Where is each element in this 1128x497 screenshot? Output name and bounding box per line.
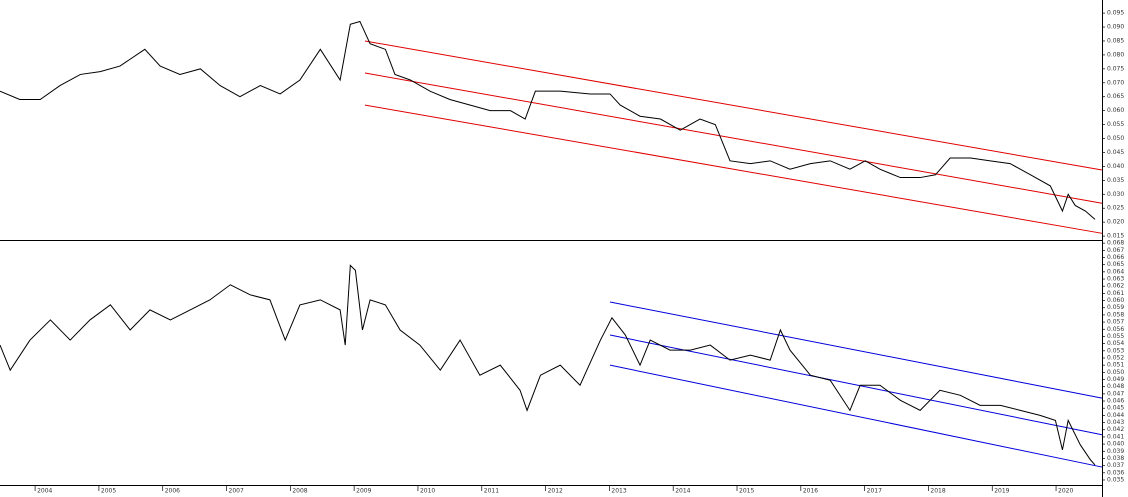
x-tick-label: 2019: [994, 488, 1009, 495]
x-tick-label: 2016: [803, 488, 818, 495]
y-tick-label: 0.063: [1107, 276, 1124, 283]
x-tick-label: 2008: [292, 488, 307, 495]
y-tick-label: 0.050: [1107, 135, 1124, 142]
y-tick-label: 0.068: [1107, 240, 1124, 247]
channel-line: [364, 40, 1103, 171]
y-tick-label: 0.041: [1107, 433, 1124, 440]
x-tick-label: 2015: [739, 488, 754, 495]
y-tick-label: 0.060: [1107, 107, 1124, 114]
x-tick-label: 2018: [930, 488, 945, 495]
x-tick-label: 2012: [548, 488, 563, 495]
y-tick-label: 0.039: [1107, 448, 1124, 455]
x-tick-label: 2010: [420, 488, 435, 495]
y-tick-label: 0.046: [1107, 398, 1124, 405]
y-tick-label: 0.043: [1107, 419, 1124, 426]
y-tick-label: 0.042: [1107, 426, 1124, 433]
y-tick-label: 0.047: [1107, 390, 1124, 397]
y-tick-label: 0.045: [1107, 405, 1124, 412]
y-tick-label: 0.075: [1107, 65, 1124, 72]
channel-line: [609, 334, 1103, 436]
y-tick-label: 0.035: [1107, 177, 1124, 184]
y-tick-label: 0.025: [1107, 205, 1124, 212]
price-line: [0, 20, 1096, 220]
y-tick-label: 0.058: [1107, 311, 1124, 318]
y-tick-label: 0.050: [1107, 369, 1124, 376]
x-tick-label: 2014: [675, 488, 690, 495]
y-tick-label: 0.040: [1107, 441, 1124, 448]
y-tick-label: 0.048: [1107, 383, 1124, 390]
y-tick-label: 0.044: [1107, 412, 1124, 419]
x-tick-label: 2011: [484, 488, 499, 495]
y-tick-label: 0.053: [1107, 347, 1124, 354]
y-tick-label: 0.038: [1107, 455, 1124, 462]
y-tick-label: 0.057: [1107, 319, 1124, 326]
y-tick-label: 0.067: [1107, 247, 1124, 254]
x-tick-label: 2005: [101, 488, 116, 495]
x-tick-label: 2020: [1058, 488, 1073, 495]
x-tick-label: 2007: [229, 488, 244, 495]
x-tick-label: 2009: [356, 488, 371, 495]
y-tick-label: 0.059: [1107, 304, 1124, 311]
y-tick-label: 0.061: [1107, 290, 1124, 297]
y-tick-label: 0.037: [1107, 462, 1124, 469]
y-tick-label: 0.055: [1107, 333, 1124, 340]
y-tick-label: 0.080: [1107, 51, 1124, 58]
price-line: [0, 264, 1096, 466]
y-tick-label: 0.051: [1107, 362, 1124, 369]
y-tick-label: 0.030: [1107, 191, 1124, 198]
y-tick-label: 0.020: [1107, 219, 1124, 226]
y-tick-label: 0.070: [1107, 79, 1124, 86]
y-tick-label: 0.055: [1107, 121, 1124, 128]
y-tick-label: 0.065: [1107, 261, 1124, 268]
y-tick-label: 0.040: [1107, 163, 1124, 170]
channel-line: [364, 72, 1103, 204]
y-tick-label: 0.066: [1107, 254, 1124, 261]
y-tick-label: 0.060: [1107, 297, 1124, 304]
x-tick-label: 2017: [867, 488, 882, 495]
y-tick-label: 0.035: [1107, 476, 1124, 483]
x-tick-label: 2013: [611, 488, 626, 495]
y-tick-label: 0.015: [1107, 233, 1124, 240]
channel-line: [609, 364, 1103, 468]
y-tick-label: 0.052: [1107, 354, 1124, 361]
y-tick-label: 0.095: [1107, 10, 1124, 17]
y-tick-label: 0.090: [1107, 24, 1124, 31]
channel-line: [364, 104, 1103, 234]
y-tick-label: 0.045: [1107, 149, 1124, 156]
y-tick-label: 0.062: [1107, 283, 1124, 290]
y-tick-label: 0.036: [1107, 469, 1124, 476]
y-tick-label: 0.049: [1107, 376, 1124, 383]
y-tick-label: 0.054: [1107, 340, 1124, 347]
y-tick-label: 0.056: [1107, 326, 1124, 333]
x-tick-label: 2004: [37, 488, 52, 495]
y-tick-label: 0.085: [1107, 37, 1124, 44]
y-tick-label: 0.064: [1107, 268, 1124, 275]
y-tick-label: 0.065: [1107, 93, 1124, 100]
channel-line: [609, 301, 1103, 399]
x-tick-label: 2006: [165, 488, 180, 495]
